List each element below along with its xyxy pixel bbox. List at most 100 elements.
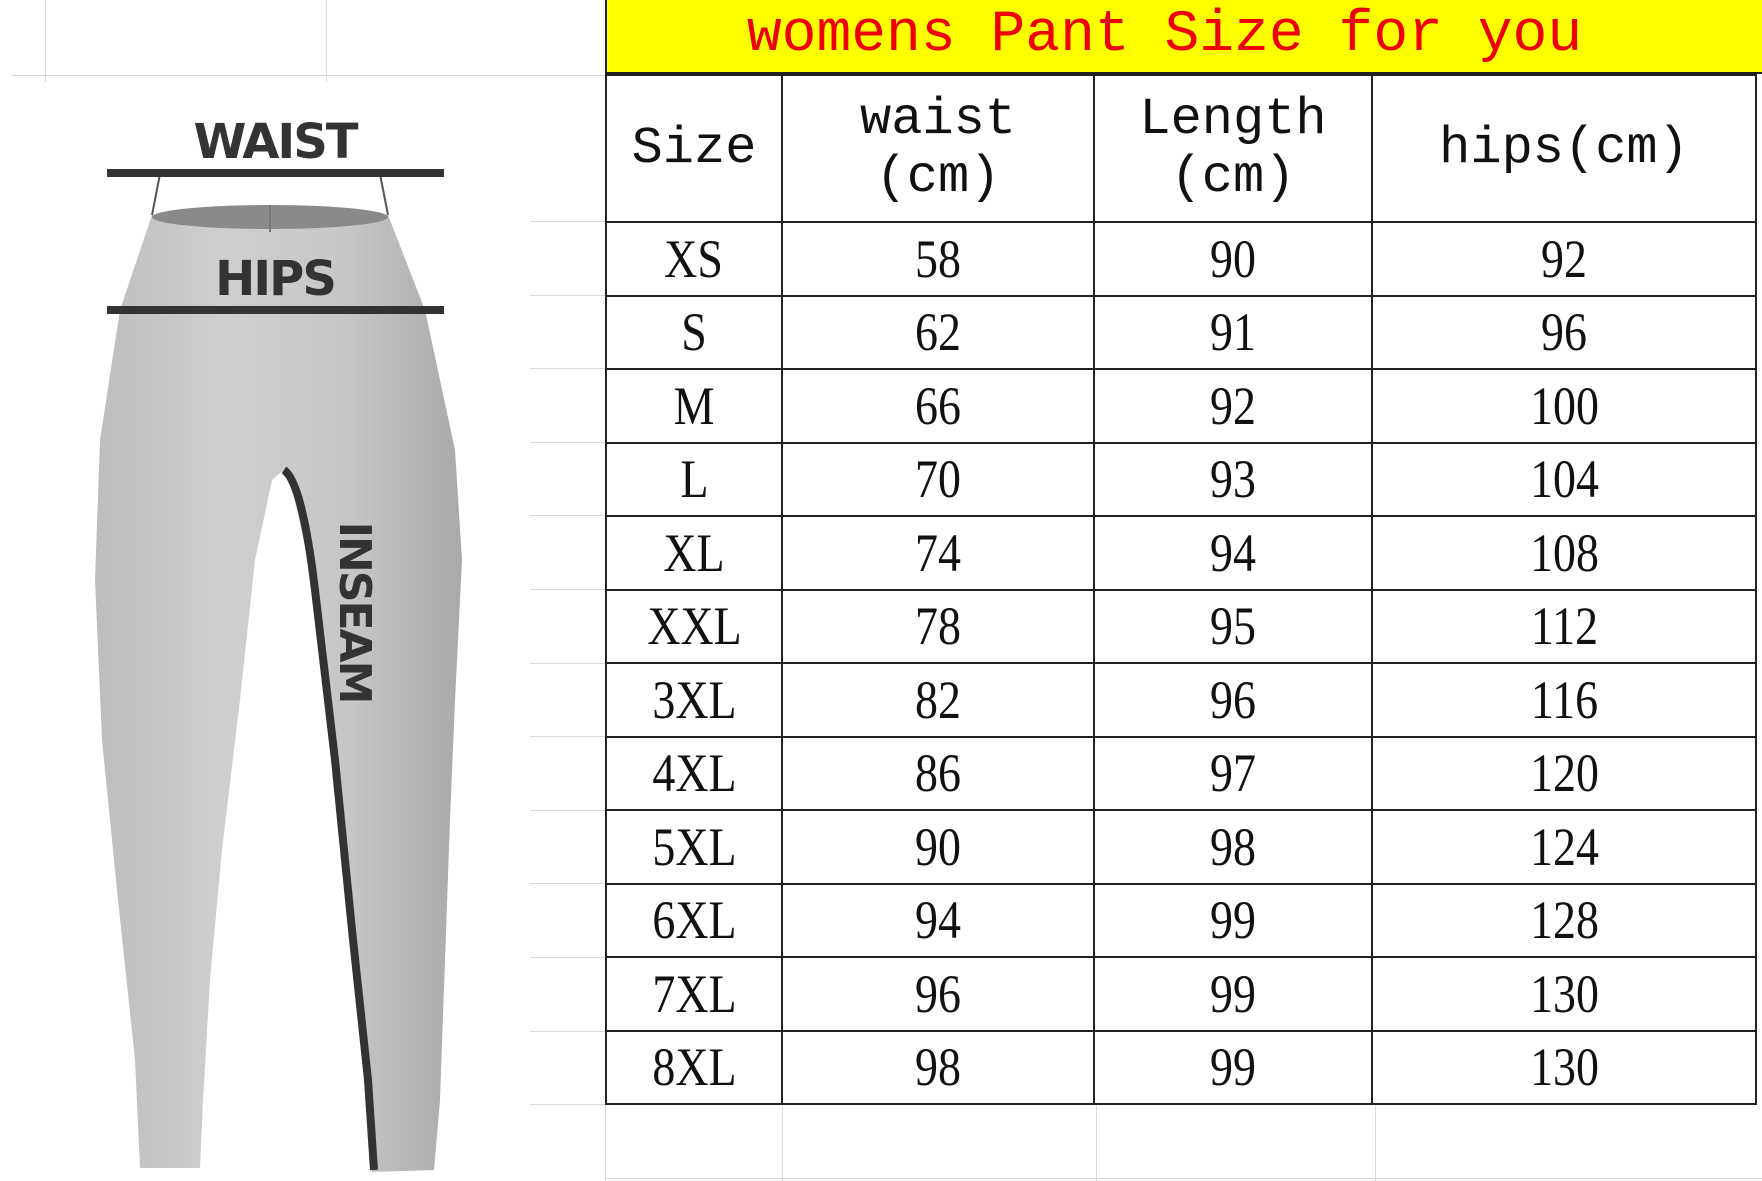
- table-row: M 66 92 100: [605, 368, 1757, 444]
- cell-length: 99: [1093, 1029, 1373, 1105]
- sheet-gridline: [1096, 1105, 1097, 1181]
- cell-length: 94: [1093, 515, 1373, 591]
- waist-measure-line: [107, 169, 444, 177]
- table-row: S 62 91 96: [605, 294, 1757, 370]
- cell-text: S: [681, 302, 707, 363]
- cell-text: 66: [915, 375, 961, 436]
- header-length: Length (cm): [1093, 74, 1373, 223]
- cell-text: 70: [915, 449, 961, 510]
- cell-size: 3XL: [605, 662, 783, 738]
- chart-title: womens Pant Size for you: [605, 0, 1762, 74]
- cell-size: XL: [605, 515, 783, 591]
- sheet-gridline: [530, 368, 605, 370]
- cell-text: 95: [1210, 596, 1256, 657]
- sheet-gridline: [12, 75, 605, 76]
- sheet-gridline: [530, 1104, 605, 1106]
- cell-size: 6XL: [605, 882, 783, 958]
- sheet-gridline: [1375, 1105, 1376, 1181]
- cell-waist: 94: [781, 882, 1095, 958]
- cell-size: XS: [605, 221, 783, 297]
- cell-waist: 82: [781, 662, 1095, 738]
- cell-size: L: [605, 441, 783, 517]
- sheet-gridline: [782, 1105, 783, 1181]
- cell-hips: 92: [1371, 221, 1757, 297]
- cell-text: 116: [1530, 669, 1598, 730]
- cell-size: 4XL: [605, 735, 783, 811]
- cell-text: 96: [915, 963, 961, 1024]
- cell-text: 86: [915, 743, 961, 804]
- cell-waist: 86: [781, 735, 1095, 811]
- cell-text: 7XL: [651, 963, 737, 1024]
- cell-text: XL: [663, 522, 725, 583]
- cell-text: XXL: [646, 596, 742, 657]
- cell-text: M: [673, 375, 715, 436]
- cell-length: 99: [1093, 956, 1373, 1032]
- cell-text: 104: [1529, 449, 1599, 510]
- cell-text: 58: [915, 228, 961, 289]
- cell-text: 98: [915, 1037, 961, 1098]
- cell-hips: 108: [1371, 515, 1757, 591]
- table-row: 5XL 90 98 124: [605, 809, 1757, 885]
- sheet-gridline: [530, 441, 605, 443]
- table-row: L 70 93 104: [605, 441, 1757, 517]
- cell-text: 90: [915, 816, 961, 877]
- cell-text: 92: [1210, 375, 1256, 436]
- cell-text: 3XL: [651, 669, 737, 730]
- sheet-gridline: [530, 589, 605, 590]
- leggings-measurement-diagram: WAIST HIPS INSEAM: [95, 114, 462, 1172]
- cell-text: 78: [915, 596, 961, 657]
- cell-hips: 130: [1371, 1029, 1757, 1105]
- cell-hips: 128: [1371, 882, 1757, 958]
- sheet-gridline: [530, 957, 605, 958]
- cell-length: 96: [1093, 662, 1373, 738]
- cell-size: 5XL: [605, 809, 783, 885]
- sheet-gridline: [530, 294, 605, 296]
- cell-hips: 120: [1371, 735, 1757, 811]
- hips-measure-line: [107, 306, 444, 314]
- cell-hips: 130: [1371, 956, 1757, 1032]
- cell-waist: 74: [781, 515, 1095, 591]
- cell-text: 97: [1210, 743, 1256, 804]
- cell-hips: 104: [1371, 441, 1757, 517]
- cell-text: 8XL: [651, 1037, 737, 1098]
- cell-size: 7XL: [605, 956, 783, 1032]
- header-hips: hips(cm): [1371, 74, 1757, 223]
- table-row: 8XL 98 99 130: [605, 1029, 1757, 1105]
- cell-text: L: [679, 449, 709, 510]
- cell-waist: 96: [781, 956, 1095, 1032]
- cell-waist: 66: [781, 368, 1095, 444]
- cell-waist: 98: [781, 1029, 1095, 1105]
- cell-length: 92: [1093, 368, 1373, 444]
- cell-text: 120: [1529, 743, 1599, 804]
- cell-text: 96: [1541, 302, 1587, 363]
- cell-waist: 90: [781, 809, 1095, 885]
- hips-label: HIPS: [215, 251, 335, 307]
- cell-text: XS: [664, 228, 724, 289]
- cell-size: 8XL: [605, 1029, 783, 1105]
- cell-text: 90: [1210, 228, 1256, 289]
- header-size: Size: [605, 74, 783, 223]
- cell-text: 108: [1529, 522, 1599, 583]
- sheet-gridline: [530, 515, 605, 517]
- table-row: 6XL 94 99 128: [605, 882, 1757, 958]
- cell-size: M: [605, 368, 783, 444]
- sheet-gridline: [605, 1105, 606, 1181]
- cell-text: 93: [1210, 449, 1256, 510]
- cell-length: 97: [1093, 735, 1373, 811]
- cell-text: 98: [1210, 816, 1256, 877]
- cell-length: 95: [1093, 588, 1373, 664]
- table-row: XL 74 94 108: [605, 515, 1757, 591]
- cell-size: S: [605, 294, 783, 370]
- cell-text: 5XL: [651, 816, 737, 877]
- cell-text: 130: [1529, 963, 1599, 1024]
- cell-waist: 78: [781, 588, 1095, 664]
- cell-text: 99: [1210, 890, 1256, 951]
- cell-size: XXL: [605, 588, 783, 664]
- inseam-line: [281, 466, 378, 1171]
- cell-waist: 62: [781, 294, 1095, 370]
- sheet-gridline: [530, 221, 605, 222]
- cell-hips: 96: [1371, 294, 1757, 370]
- header-row: Size waist (cm) Length (cm) hips(cm): [605, 74, 1757, 223]
- cell-text: 130: [1529, 1037, 1599, 1098]
- cell-length: 99: [1093, 882, 1373, 958]
